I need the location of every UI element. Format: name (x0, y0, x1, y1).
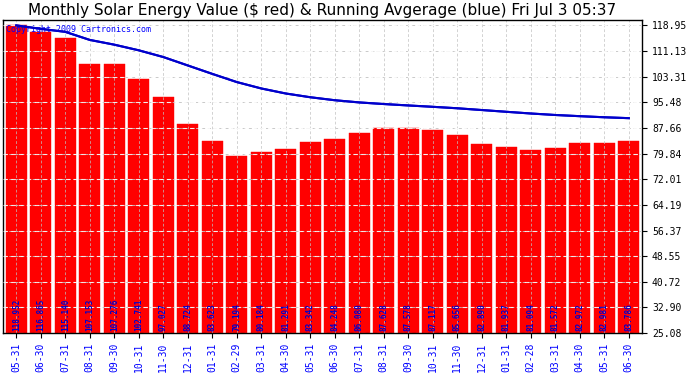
Text: 82.890: 82.890 (477, 303, 486, 330)
Text: 82.972: 82.972 (575, 303, 584, 330)
Bar (30, 32, 51, 333)
Text: 88.724: 88.724 (184, 303, 193, 330)
Text: 97.027: 97.027 (159, 303, 168, 330)
Text: 87.628: 87.628 (380, 303, 388, 330)
Bar (251, 153, 272, 333)
Text: 107.153: 107.153 (86, 298, 95, 330)
Text: 81.094: 81.094 (526, 303, 535, 330)
Bar (569, 143, 590, 333)
Text: 83.342: 83.342 (306, 303, 315, 330)
Text: 82.981: 82.981 (600, 303, 609, 330)
Text: 115.140: 115.140 (61, 298, 70, 330)
Text: 102.741: 102.741 (135, 298, 144, 330)
Bar (349, 133, 370, 333)
Bar (373, 128, 394, 333)
Bar (104, 64, 125, 333)
Bar (447, 135, 468, 333)
Text: 83.623: 83.623 (208, 303, 217, 330)
Text: 81.937: 81.937 (502, 303, 511, 330)
Bar (422, 130, 443, 333)
Bar (545, 148, 566, 333)
Bar (300, 142, 321, 333)
Text: 107.276: 107.276 (110, 298, 119, 330)
Bar (6, 26, 27, 333)
Bar (79, 64, 100, 333)
Bar (520, 150, 541, 333)
Text: 86.080: 86.080 (355, 303, 364, 330)
Bar (398, 128, 419, 333)
Text: 81.572: 81.572 (551, 303, 560, 330)
Bar (594, 143, 615, 333)
Text: 83.786: 83.786 (624, 303, 633, 330)
Bar (471, 144, 492, 333)
Bar (128, 78, 149, 333)
Text: 80.184: 80.184 (257, 303, 266, 330)
Bar (496, 147, 517, 333)
Bar (202, 141, 223, 333)
Text: Copyright 2009 Cartronics.com: Copyright 2009 Cartronics.com (6, 25, 151, 34)
Bar (177, 124, 198, 333)
Bar (275, 149, 296, 333)
Bar (324, 139, 345, 333)
Bar (618, 141, 639, 333)
Bar (153, 97, 174, 333)
Text: 85.656: 85.656 (453, 303, 462, 330)
Bar (55, 38, 76, 333)
Text: 116.865: 116.865 (37, 298, 46, 330)
Text: 81.291: 81.291 (282, 303, 290, 330)
Text: 118.952: 118.952 (12, 298, 21, 330)
Bar (226, 156, 247, 333)
Text: 87.578: 87.578 (404, 303, 413, 330)
Text: 84.248: 84.248 (331, 303, 339, 330)
Text: 79.194: 79.194 (233, 303, 241, 330)
Title: Monthly Solar Energy Value ($ red) & Running Avgerage (blue) Fri Jul 3 05:37: Monthly Solar Energy Value ($ red) & Run… (28, 3, 617, 18)
Text: 87.117: 87.117 (428, 303, 437, 330)
